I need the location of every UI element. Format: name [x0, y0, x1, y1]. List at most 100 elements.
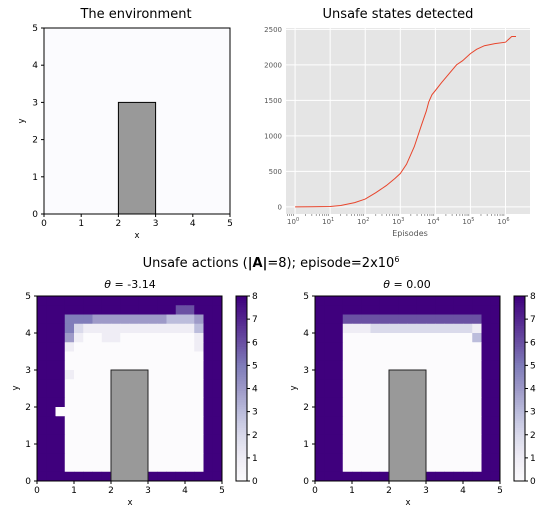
heatmap-theta-zero-cell: [481, 379, 492, 389]
heatmap-theta-zero-colorbar-segment: [514, 326, 525, 329]
heatmap-theta-neg-colorbar-segment: [236, 344, 247, 348]
heatmap-theta-zero-cell: [324, 416, 334, 426]
heatmap-theta-zero-cell: [453, 296, 464, 306]
heatmap-theta-zero-cell: [333, 360, 344, 371]
heatmap-theta-neg-cell: [194, 314, 204, 325]
heatmap-theta-neg-cell: [92, 453, 103, 463]
heatmap-theta-neg-cell: [185, 416, 195, 426]
heatmap-theta-neg-cell: [129, 305, 140, 315]
unsafe-states-x-tick-label: 102: [357, 217, 369, 226]
heatmap-theta-neg-cell: [46, 471, 56, 482]
heatmap-theta-neg-cell: [64, 360, 75, 371]
heatmap-theta-neg-cell: [74, 351, 84, 362]
heatmap-theta-zero-cell: [472, 305, 482, 315]
heatmap-theta-zero-cell: [352, 351, 362, 362]
heatmap-theta-zero-cell: [490, 397, 501, 408]
heatmap-theta-zero-colorbar-tick-label: 2: [530, 431, 536, 441]
heatmap-theta-zero-cell: [333, 305, 344, 315]
heatmap-theta-neg-cell: [129, 342, 140, 352]
heatmap-theta-zero-cell: [370, 453, 381, 463]
unsafe-states-y-tick-label: 2000: [264, 61, 282, 69]
heatmap-theta-zero-cell: [481, 397, 492, 408]
heatmap-theta-neg-cell: [203, 296, 214, 306]
heatmap-theta-neg-cell: [166, 416, 177, 426]
heatmap-theta-zero-cell: [481, 471, 492, 482]
heatmap-theta-neg-colorbar-segment: [236, 476, 247, 480]
heatmap-theta-zero-cell: [389, 323, 399, 334]
heatmap-theta-neg-cell: [101, 416, 112, 426]
heatmap-theta-zero-cell: [324, 342, 334, 352]
heatmap-theta-neg-cell: [185, 434, 195, 445]
heatmap-theta-neg-cell: [185, 407, 195, 417]
heatmap-theta-zero-cell: [426, 296, 436, 306]
heatmap-theta-neg-colorbar-segment: [236, 302, 247, 306]
heatmap-theta-neg-cell: [175, 416, 186, 426]
heatmap-theta-neg-cell: [166, 397, 177, 408]
unsafe-states-plot-area: [286, 28, 530, 214]
heatmap-theta-zero-colorbar-segment: [514, 437, 525, 440]
heatmap-theta-zero-cell: [407, 296, 418, 306]
heatmap-theta-neg-cell: [148, 351, 158, 362]
heatmap-theta-zero-colorbar-segment: [514, 302, 525, 306]
heatmap-theta-neg-cell: [64, 425, 75, 436]
heatmap-theta-neg-cell: [64, 379, 75, 389]
heatmap-theta-zero-cell: [490, 360, 501, 371]
heatmap-theta-zero-cell: [352, 370, 362, 380]
heatmap-theta-neg-cell: [101, 296, 112, 306]
heatmap-theta-neg-x-tick-label: 2: [108, 486, 114, 496]
heatmap-theta-zero-cell: [444, 296, 455, 306]
heatmap-theta-zero-cell: [453, 416, 464, 426]
heatmap-theta-neg-cell: [212, 379, 223, 389]
heatmap-theta-neg-cell: [175, 333, 186, 343]
suptitle-part-3: =8); episode=2x10: [267, 256, 394, 271]
heatmap-theta-neg-cell: [83, 434, 93, 445]
heatmap-theta-neg-cell: [129, 314, 140, 325]
heatmap-theta-zero-cell: [453, 333, 464, 343]
heatmap-theta-neg-cell: [92, 397, 103, 408]
heatmap-theta-neg-colorbar-segment: [236, 316, 247, 320]
heatmap-theta-neg-cell: [46, 462, 56, 473]
heatmap-theta-neg-colorbar-segment: [236, 423, 247, 426]
heatmap-theta-neg-y-tick-label: 4: [25, 329, 31, 339]
heatmap-theta-zero-cell: [426, 434, 436, 445]
heatmap-theta-zero-y-ticks: 0 1 2 3 4 5: [303, 292, 315, 487]
heatmap-theta-zero-cell: [453, 360, 464, 371]
heatmap-theta-zero-colorbar-segment: [514, 372, 525, 376]
heatmap-theta-neg-cell: [111, 314, 121, 325]
heatmap-theta-zero-cell: [444, 351, 455, 362]
heatmap-theta-neg-cell: [175, 314, 186, 325]
heatmap-theta-neg-colorbar-segment: [236, 360, 247, 364]
heatmap-theta-neg-colorbar-segment: [236, 326, 247, 329]
heatmap-theta-zero-cell: [472, 462, 482, 473]
heatmap-theta-neg-cell: [212, 471, 223, 482]
heatmap-theta-neg-cell: [64, 314, 75, 325]
heatmap-theta-zero-cell: [435, 305, 445, 315]
heatmap-theta-neg-cell: [74, 296, 84, 306]
heatmap-theta-zero-cell: [315, 333, 325, 343]
heatmap-theta-neg-cell: [148, 453, 158, 463]
heatmap-theta-neg-colorbar-segment: [236, 305, 247, 308]
heatmap-theta-zero-cell: [407, 360, 418, 371]
heatmap-theta-neg-cell: [101, 314, 112, 325]
heatmap-theta-neg-cell: [37, 305, 47, 315]
heatmap-theta-neg-colorbar-segment: [236, 474, 247, 477]
heatmap-theta-neg-cell: [175, 296, 186, 306]
heatmap-theta-neg-cell: [194, 323, 204, 334]
heatmap-theta-neg-cell: [64, 397, 75, 408]
heatmap-theta-neg-colorbar-tick-label: 0: [252, 477, 258, 487]
heatmap-theta-zero-cell: [463, 370, 473, 380]
heatmap-theta-zero-colorbar-segment: [514, 316, 525, 320]
heatmap-theta-zero-cell: [426, 444, 436, 454]
heatmap-theta-neg-colorbar-segment: [236, 446, 247, 450]
heatmap-theta-neg-cell: [55, 323, 66, 334]
heatmap-theta-zero-cell: [472, 471, 482, 482]
heatmap-theta-neg-cell: [55, 397, 66, 408]
heatmap-theta-zero-cell: [361, 351, 371, 362]
heatmap-theta-zero-cell: [333, 397, 344, 408]
heatmap-theta-neg-cell: [37, 323, 47, 334]
heatmap-theta-neg-cell: [74, 471, 84, 482]
heatmap-theta-zero-cell: [435, 379, 445, 389]
heatmap-theta-neg-cell: [212, 370, 223, 380]
heatmap-theta-zero-x-tick-label: 1: [349, 486, 355, 496]
heatmap-theta-neg-cell: [55, 314, 66, 325]
